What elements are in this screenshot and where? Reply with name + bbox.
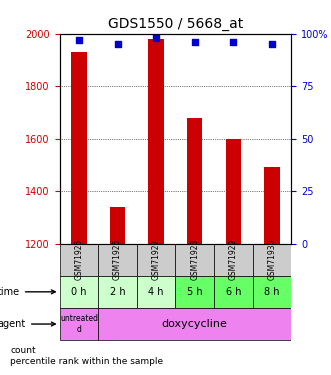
FancyBboxPatch shape (137, 243, 175, 276)
FancyBboxPatch shape (60, 276, 98, 308)
FancyBboxPatch shape (253, 243, 291, 276)
Text: GSM71926: GSM71926 (113, 239, 122, 280)
FancyBboxPatch shape (98, 276, 137, 308)
Text: 0 h: 0 h (71, 287, 87, 297)
Text: 8 h: 8 h (264, 287, 280, 297)
FancyBboxPatch shape (137, 276, 175, 308)
Point (154, 35, 159, 41)
Text: percentile rank within the sample: percentile rank within the sample (10, 357, 163, 366)
Point (192, 39, 197, 45)
Text: agent: agent (0, 319, 55, 329)
FancyBboxPatch shape (253, 276, 291, 308)
Text: 4 h: 4 h (148, 287, 164, 297)
Text: GSM71929: GSM71929 (229, 239, 238, 280)
FancyBboxPatch shape (214, 243, 253, 276)
Text: GSM71925: GSM71925 (74, 239, 83, 280)
Bar (264, 168, 280, 243)
Title: GDS1550 / 5668_at: GDS1550 / 5668_at (108, 17, 243, 32)
Bar (226, 139, 241, 243)
Point (115, 41, 120, 47)
Bar (71, 52, 87, 243)
Bar (148, 39, 164, 243)
Text: GSM71928: GSM71928 (190, 239, 199, 280)
Point (76, 37, 81, 43)
FancyBboxPatch shape (175, 243, 214, 276)
FancyBboxPatch shape (98, 308, 291, 340)
Text: time: time (0, 287, 55, 297)
Bar (0, 347, 6, 354)
FancyBboxPatch shape (214, 276, 253, 308)
Text: GSM71927: GSM71927 (152, 239, 161, 280)
FancyBboxPatch shape (175, 276, 214, 308)
Bar (187, 118, 203, 243)
Text: doxycycline: doxycycline (162, 319, 228, 329)
Point (269, 41, 275, 47)
Text: 2 h: 2 h (110, 287, 125, 297)
Text: 5 h: 5 h (187, 287, 203, 297)
Text: 6 h: 6 h (226, 287, 241, 297)
Bar (110, 207, 125, 243)
FancyBboxPatch shape (98, 243, 137, 276)
Point (231, 39, 236, 45)
Text: count: count (10, 346, 36, 355)
FancyBboxPatch shape (60, 308, 98, 340)
FancyBboxPatch shape (60, 243, 98, 276)
Bar (0, 358, 6, 365)
Text: untreated
d: untreated d (60, 314, 98, 334)
Text: GSM71930: GSM71930 (267, 239, 276, 280)
